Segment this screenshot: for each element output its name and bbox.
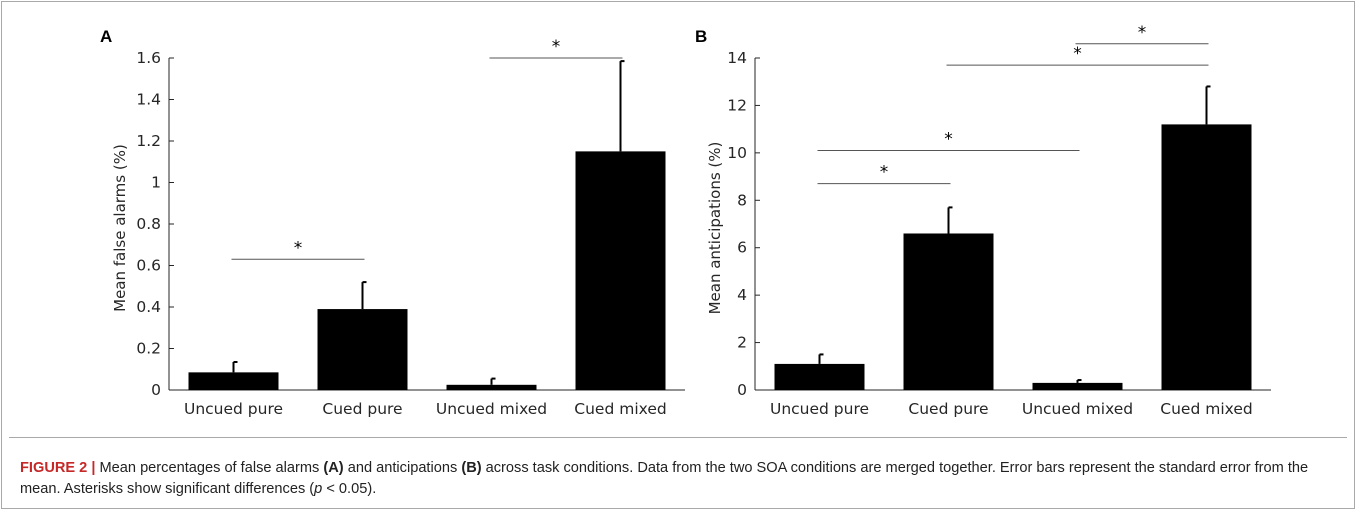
panel-b-chart: B 0 2 4 6 8 10 12 14 Mean anticipations (%) Uncued… bbox=[695, 23, 1271, 418]
x-tick-label: Cued mixed bbox=[574, 400, 666, 418]
caption-text: Mean percentages of false alarms (A) and… bbox=[20, 460, 1308, 497]
y-tick-label: 10 bbox=[727, 144, 747, 162]
y-tick-label: 6 bbox=[737, 239, 747, 257]
y-axis-label: Mean anticipations (%) bbox=[706, 142, 724, 315]
significance-marker: * bbox=[1073, 44, 1082, 64]
y-tick-label: 1.2 bbox=[136, 132, 161, 150]
y-tick-label: 8 bbox=[737, 191, 747, 209]
y-axis-label: Mean false alarms (%) bbox=[111, 144, 129, 312]
figure-caption: FIGURE 2 | Mean percentages of false ala… bbox=[20, 458, 1340, 500]
x-tick-label: Uncued mixed bbox=[436, 400, 547, 418]
y-tick-label: 0.4 bbox=[136, 298, 161, 316]
y-tick-label: 1.4 bbox=[136, 91, 161, 109]
y-tick-label: 0.6 bbox=[136, 257, 161, 275]
caption-part: p bbox=[314, 481, 323, 497]
y-tick-label: 1 bbox=[151, 174, 161, 192]
significance-marker: * bbox=[294, 238, 303, 258]
bar bbox=[1032, 382, 1123, 390]
x-tick-label: Cued pure bbox=[908, 400, 988, 418]
panel-a-chart: A 0 0.2 0.4 0.6 0.8 1 1.2 1.4 1.6 Mean false alarm… bbox=[100, 27, 685, 418]
x-tick-label: Uncued pure bbox=[770, 400, 869, 418]
bar bbox=[774, 363, 865, 390]
figure-number: FIGURE 2 | bbox=[20, 460, 96, 476]
significance-marker: * bbox=[880, 163, 889, 183]
x-tick-label: Uncued mixed bbox=[1022, 400, 1133, 418]
y-tick-label: 0 bbox=[737, 381, 747, 399]
caption-part: (A) bbox=[323, 460, 344, 476]
caption-part: Mean percentages of false alarms bbox=[95, 460, 324, 476]
bar bbox=[903, 233, 994, 390]
bar bbox=[1161, 124, 1252, 391]
bar bbox=[317, 309, 408, 390]
y-tick-label: 0.8 bbox=[136, 215, 161, 233]
y-tick-label: 0.2 bbox=[136, 340, 161, 358]
x-tick-label: Uncued pure bbox=[184, 400, 283, 418]
significance-marker: * bbox=[552, 37, 561, 57]
panel-label: A bbox=[100, 27, 112, 46]
panel-label: B bbox=[695, 27, 707, 46]
x-tick-label: Cued pure bbox=[322, 400, 402, 418]
significance-marker: * bbox=[944, 129, 953, 149]
caption-part: (B) bbox=[461, 460, 482, 476]
y-tick-label: 2 bbox=[737, 334, 747, 352]
bar bbox=[446, 384, 537, 390]
bar bbox=[575, 151, 666, 390]
y-tick-label: 12 bbox=[727, 96, 747, 114]
y-tick-label: 0 bbox=[151, 381, 161, 399]
caption-divider bbox=[9, 437, 1347, 438]
caption-part: and anticipations bbox=[343, 460, 462, 476]
y-tick-label: 14 bbox=[727, 49, 747, 67]
significance-marker: * bbox=[1138, 23, 1147, 43]
caption-part: < 0.05). bbox=[322, 481, 377, 497]
x-tick-label: Cued mixed bbox=[1160, 400, 1252, 418]
bar bbox=[188, 372, 279, 390]
caption-part: across task conditions. Data from the tw… bbox=[20, 460, 1309, 497]
y-tick-label: 1.6 bbox=[136, 49, 161, 67]
y-tick-label: 4 bbox=[737, 286, 747, 304]
figure-charts: A 0 0.2 0.4 0.6 0.8 1 1.2 1.4 1.6 Mean false alarm… bbox=[100, 23, 1271, 418]
